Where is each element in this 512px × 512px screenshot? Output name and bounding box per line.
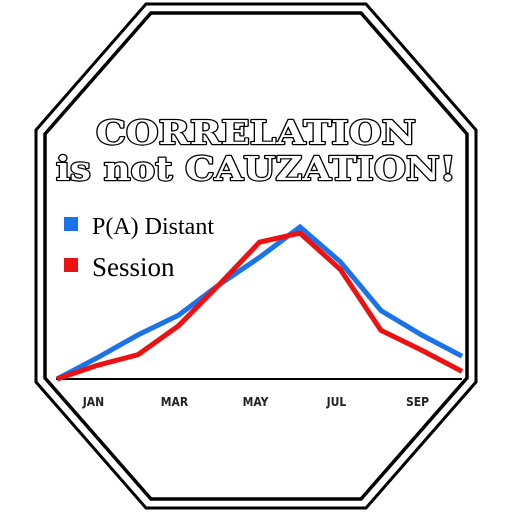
legend-label-p-a-distant: P(A) Distant — [92, 214, 214, 240]
chart-title-line-1: CORRELATION — [96, 113, 416, 152]
legend-swatch-session — [64, 258, 78, 272]
hexagon-inner-border — [43, 11, 469, 501]
series-line-p-a-distant — [55, 223, 464, 382]
legend-swatch-p-a-distant — [64, 217, 78, 231]
series-layer — [55, 223, 464, 382]
x-tick-label-sep: SEP — [406, 395, 429, 409]
hexagon-outer-border — [34, 2, 478, 510]
x-tick-label-mar: MAR — [161, 395, 189, 409]
series-line-session — [56, 230, 464, 382]
legend-label-session: Session — [92, 252, 175, 282]
x-tick-label-jul: JUL — [326, 395, 347, 409]
x-tick-label-may: MAY — [243, 395, 269, 409]
chart-title-line-2: is not CAUZATION! — [56, 149, 456, 188]
x-tick-label-jan: JAN — [82, 395, 104, 409]
x-tick-labels: JAN MAR MAY JUL SEP — [82, 395, 429, 409]
